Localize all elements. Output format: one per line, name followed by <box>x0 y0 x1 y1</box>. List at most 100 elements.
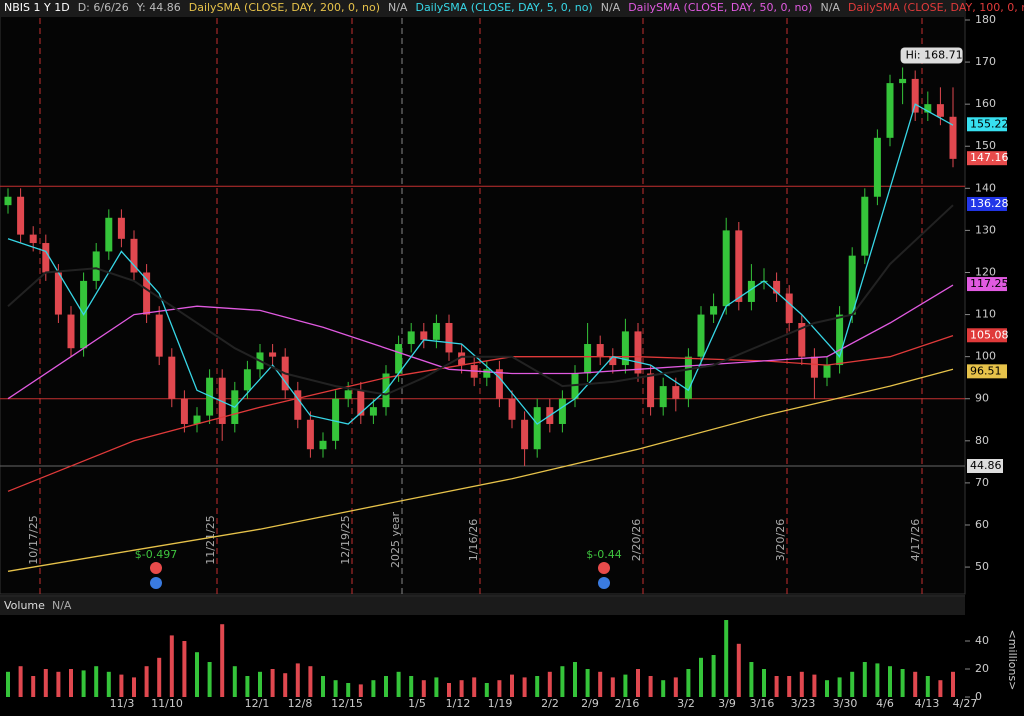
header-bar <box>0 0 965 17</box>
y-tick-label: 90 <box>975 392 989 405</box>
price-label-box <box>967 117 1007 132</box>
candle-body <box>143 272 151 315</box>
study-name: DailySMA (CLOSE, DAY, 5, 0, no) <box>415 1 592 14</box>
moving-average <box>7 103 954 425</box>
volume-bar <box>459 680 464 697</box>
candle-body <box>218 377 226 424</box>
candle-body <box>269 352 277 357</box>
volume-bar <box>749 662 754 697</box>
x-tick-label: 12/8 <box>288 697 313 710</box>
study-value: N/A <box>388 1 408 14</box>
volume-bar <box>623 674 628 697</box>
price-label-box <box>967 151 1007 166</box>
candle-body <box>495 369 503 399</box>
volume-bar <box>762 669 766 697</box>
candle-body <box>911 78 919 113</box>
candle-body <box>306 419 314 450</box>
crosshair-label: 44.86 <box>970 459 1002 472</box>
event-label: 10/17/25 <box>27 515 40 564</box>
candle-body <box>773 280 781 294</box>
volume-bar <box>799 671 804 697</box>
moving-average <box>7 334 954 492</box>
volume-bar <box>43 669 48 697</box>
y-readout: Y: 44.86 <box>136 1 181 14</box>
candle-body <box>369 407 377 416</box>
candle-body <box>117 217 125 239</box>
volume-bar <box>636 669 640 697</box>
candle-body <box>810 356 818 378</box>
volume-bar <box>938 680 943 697</box>
candle-body <box>294 390 302 420</box>
candle-body <box>445 322 453 353</box>
volume-bar <box>409 676 414 697</box>
candle-body <box>924 104 932 113</box>
volume-tick-label: 20 <box>975 662 989 675</box>
volume-bar <box>736 643 741 697</box>
candle-body <box>584 344 592 374</box>
volume-bar <box>195 652 199 697</box>
header: NBIS 1 Y 1D D: 6/6/26 Y: 44.86 DailySMA (CL… <box>4 1 1024 14</box>
volume-bar <box>358 684 363 697</box>
y-tick-label: 150 <box>975 139 996 152</box>
candle-body <box>949 116 957 159</box>
symbol: NBIS 1 Y 1D <box>4 1 70 14</box>
candle-body <box>483 369 491 378</box>
candle-body <box>407 331 415 345</box>
x-tick-label: 4/27 <box>953 697 978 710</box>
event-label: 2/20/26 <box>630 519 643 561</box>
study-name: DailySMA (CLOSE, DAY, 100, 0, no) <box>848 1 1024 14</box>
candle-body <box>180 398 188 424</box>
event-label: 12/19/25 <box>339 515 352 564</box>
volume-bar <box>421 680 426 697</box>
price-label: 155.22 <box>970 117 1009 130</box>
volume-bar <box>333 680 338 697</box>
volume-bar <box>774 676 779 697</box>
volume-bar <box>510 674 514 697</box>
candle-body <box>432 322 440 340</box>
x-tick-label: 11/3 <box>110 697 135 710</box>
y-tick-label: 60 <box>975 518 989 531</box>
volume-bar <box>321 676 325 697</box>
x-tick-label: 2/16 <box>615 697 640 710</box>
event-label: 1/16/26 <box>467 519 480 561</box>
candle-body <box>659 386 667 408</box>
volume-bar <box>69 669 73 697</box>
study-value: N/A <box>820 1 840 14</box>
y-tick-label: 100 <box>975 350 996 363</box>
volume-bar <box>724 620 729 697</box>
volume-bar <box>447 683 451 697</box>
volume-header <box>0 597 965 615</box>
volume-value: N/A <box>52 599 72 612</box>
y-tick-label: 80 <box>975 434 989 447</box>
event-label: 11/21/25 <box>204 515 217 564</box>
candle-body <box>848 255 856 315</box>
candle-body <box>798 322 806 357</box>
volume-bar <box>812 674 817 697</box>
candle-body <box>105 217 113 252</box>
candle-body <box>823 365 831 378</box>
moving-average <box>7 368 954 572</box>
candle-body <box>130 238 138 273</box>
candle-body <box>735 230 743 302</box>
volume-bar <box>106 671 111 697</box>
dividend-label: $-0.44 <box>586 548 621 561</box>
y-tick-label: 140 <box>975 181 996 194</box>
volume-bar <box>157 657 162 697</box>
volume-bar <box>850 671 855 697</box>
volume-tick-label: 0 <box>975 690 982 703</box>
candle-body <box>344 390 352 399</box>
volume-bar <box>220 624 225 697</box>
candle-body <box>899 78 907 84</box>
study-name: DailySMA (CLOSE, DAY, 200, 0, no) <box>189 1 380 14</box>
candle-body <box>420 331 428 340</box>
volume-bar <box>31 676 36 697</box>
candle-body <box>54 272 62 315</box>
volume-bar <box>81 670 86 697</box>
volume-bar <box>686 669 691 697</box>
volume-bar <box>232 666 237 697</box>
dividend-label: $-0.497 <box>135 548 177 561</box>
volume-bar <box>119 674 124 697</box>
volume-title: Volume <box>4 599 45 612</box>
candle-body <box>747 280 755 302</box>
